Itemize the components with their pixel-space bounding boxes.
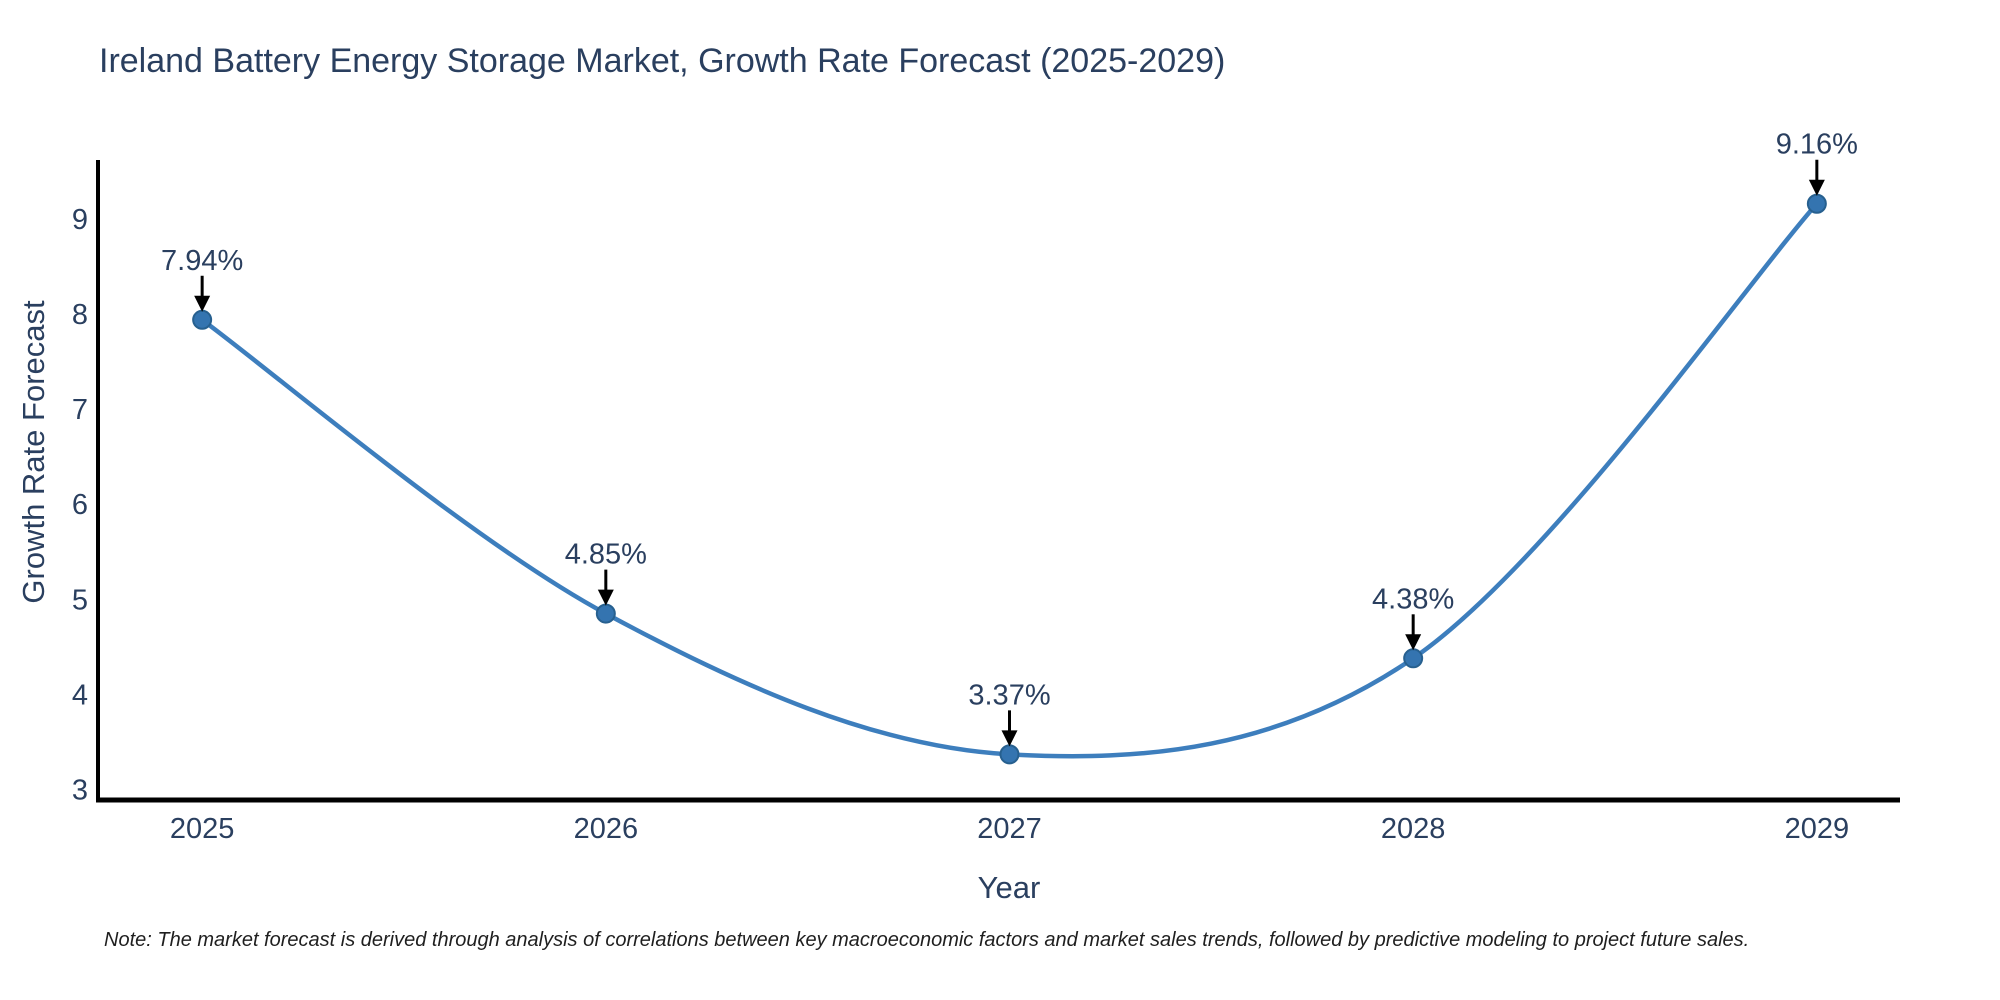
annotation-arrowhead [597, 589, 614, 606]
chart-title: Ireland Battery Energy Storage Market, G… [99, 42, 1226, 80]
y-tick-label: 6 [72, 489, 88, 521]
footnote: Note: The market forecast is derived thr… [104, 929, 1750, 951]
series-line [200, 202, 1819, 759]
data-point-marker [595, 603, 616, 624]
data-point-marker [1806, 193, 1827, 214]
x-tick-label: 2028 [1381, 813, 1446, 845]
x-tick-label: 2026 [574, 813, 639, 845]
x-tick-label: 2025 [170, 813, 235, 845]
data-point-marker [192, 309, 213, 330]
data-point-marker [1403, 648, 1424, 669]
y-tick-label: 5 [72, 584, 88, 616]
annotation-arrowhead [1405, 634, 1422, 651]
annotation-arrowhead [1001, 730, 1018, 747]
annotation-label: 4.85% [565, 539, 647, 571]
annotation-label: 9.16% [1776, 129, 1858, 161]
annotation-label: 3.37% [968, 679, 1050, 711]
annotation-label: 4.38% [1372, 583, 1454, 615]
x-axis-title: Year [977, 870, 1041, 905]
x-tick-label: 2029 [1785, 813, 1850, 845]
y-tick-label: 7 [72, 394, 88, 426]
y-tick-label: 4 [72, 679, 88, 711]
y-tick-label: 8 [72, 299, 88, 331]
y-tick-label: 9 [72, 204, 88, 236]
annotation-label: 7.94% [161, 245, 243, 277]
y-axis-title: Growth Rate Forecast [16, 300, 51, 604]
x-tick-label: 2027 [977, 813, 1042, 845]
annotation-arrowhead [1808, 179, 1825, 196]
y-tick-label: 3 [72, 775, 88, 807]
data-point-marker [999, 744, 1020, 765]
annotation-arrowhead [194, 295, 211, 312]
